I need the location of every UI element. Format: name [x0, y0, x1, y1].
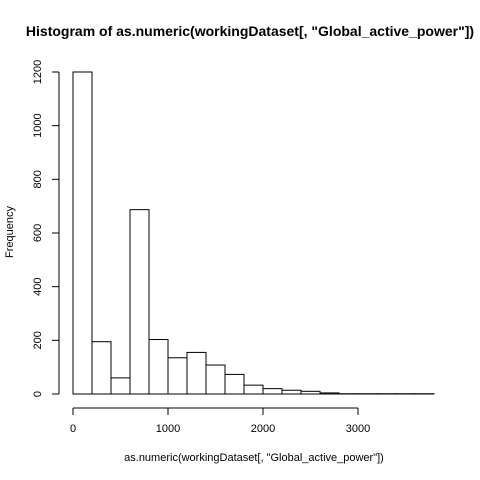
- histogram-bar: [110, 377, 131, 395]
- histogram-bar: [129, 209, 150, 395]
- histogram-bar: [72, 71, 93, 395]
- y-tick-label: 0: [32, 391, 44, 397]
- histogram-bar: [300, 390, 321, 395]
- histogram-bar: [319, 392, 340, 395]
- y-tick-label: 1200: [32, 60, 44, 84]
- y-axis: 0 200 400 600 800 1000 1200: [32, 60, 60, 397]
- histogram-bar: [262, 388, 283, 395]
- x-axis-label: as.numeric(workingDataset[, "Global_acti…: [124, 452, 384, 464]
- y-tick-label: 1000: [32, 113, 44, 137]
- histogram-bar: [148, 339, 169, 395]
- y-tick-label: 600: [32, 224, 44, 242]
- histogram-bar: [281, 389, 302, 395]
- y-tick-label: 800: [32, 170, 44, 188]
- y-tick-label: 200: [32, 331, 44, 349]
- bars-group: [72, 71, 435, 395]
- chart-title: Histogram of as.numeric(workingDataset[,…: [26, 23, 474, 39]
- x-tick-label: 2000: [251, 423, 275, 435]
- x-tick-label: 0: [70, 423, 76, 435]
- histogram-bar: [243, 384, 264, 395]
- x-tick-label: 1000: [156, 423, 180, 435]
- histogram-bar: [91, 341, 112, 395]
- histogram-bar: [224, 373, 245, 395]
- histogram-bar: [205, 364, 226, 395]
- x-tick-label: 3000: [346, 423, 370, 435]
- y-tick-label: 400: [32, 277, 44, 295]
- histogram-bar: [186, 351, 207, 395]
- y-axis-label: Frequency: [4, 206, 16, 258]
- x-axis: 0 1000 2000 3000: [70, 407, 370, 435]
- histogram-bar: [167, 357, 188, 395]
